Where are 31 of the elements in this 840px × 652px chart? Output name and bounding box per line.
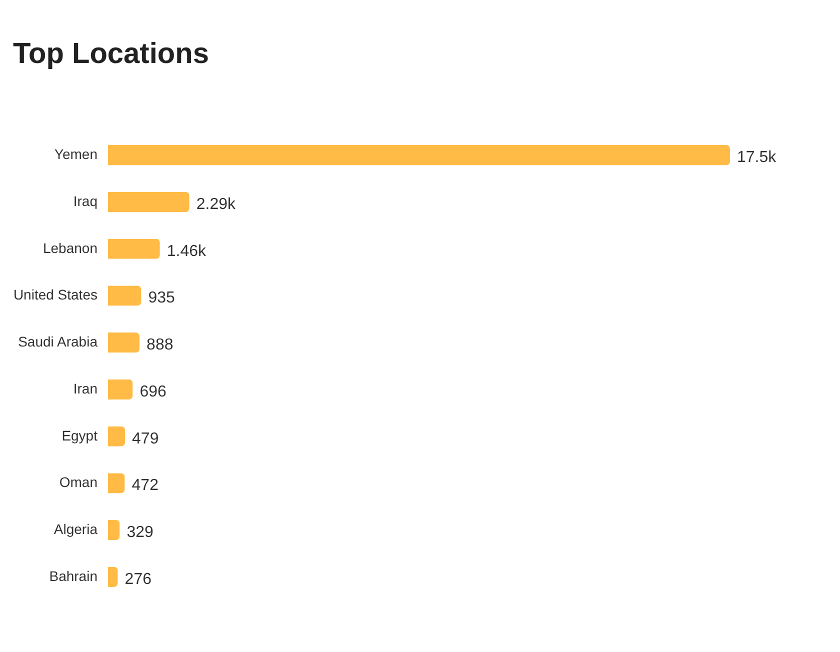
y-tick-label: Iran [73, 380, 98, 396]
data-label: 472 [132, 477, 159, 494]
y-tick-label: Egypt [62, 427, 98, 444]
data-label: 888 [146, 336, 174, 354]
y-tick-label: Yemen [54, 146, 98, 162]
y-tick-label: Bahrain [49, 568, 98, 584]
data-label: 17.5k [737, 149, 778, 166]
y-tick-label: United States [13, 286, 98, 303]
bar [108, 520, 120, 540]
y-tick-label: Lebanon [42, 240, 98, 256]
data-label: 1.46k [166, 242, 208, 260]
bar [108, 379, 133, 400]
data-label: 2.29k [196, 196, 237, 213]
y-tick-label: Iraq [73, 192, 98, 209]
data-label: 696 [140, 383, 167, 400]
bar [108, 426, 126, 446]
chart-title: Top Locations [12, 38, 209, 70]
y-tick-label: Saudi Arabia [18, 334, 98, 350]
bar [108, 566, 118, 587]
bar [108, 145, 730, 166]
data-label: 479 [132, 430, 159, 448]
data-label: 935 [148, 290, 176, 307]
bar [108, 286, 142, 306]
bar [108, 332, 140, 353]
data-label: 276 [124, 570, 152, 588]
bar [108, 192, 190, 212]
y-tick-label: Algeria [54, 521, 98, 538]
data-label: 329 [126, 524, 154, 542]
y-tick-label: Oman [59, 474, 98, 490]
bar [108, 473, 125, 494]
bar [108, 238, 160, 259]
